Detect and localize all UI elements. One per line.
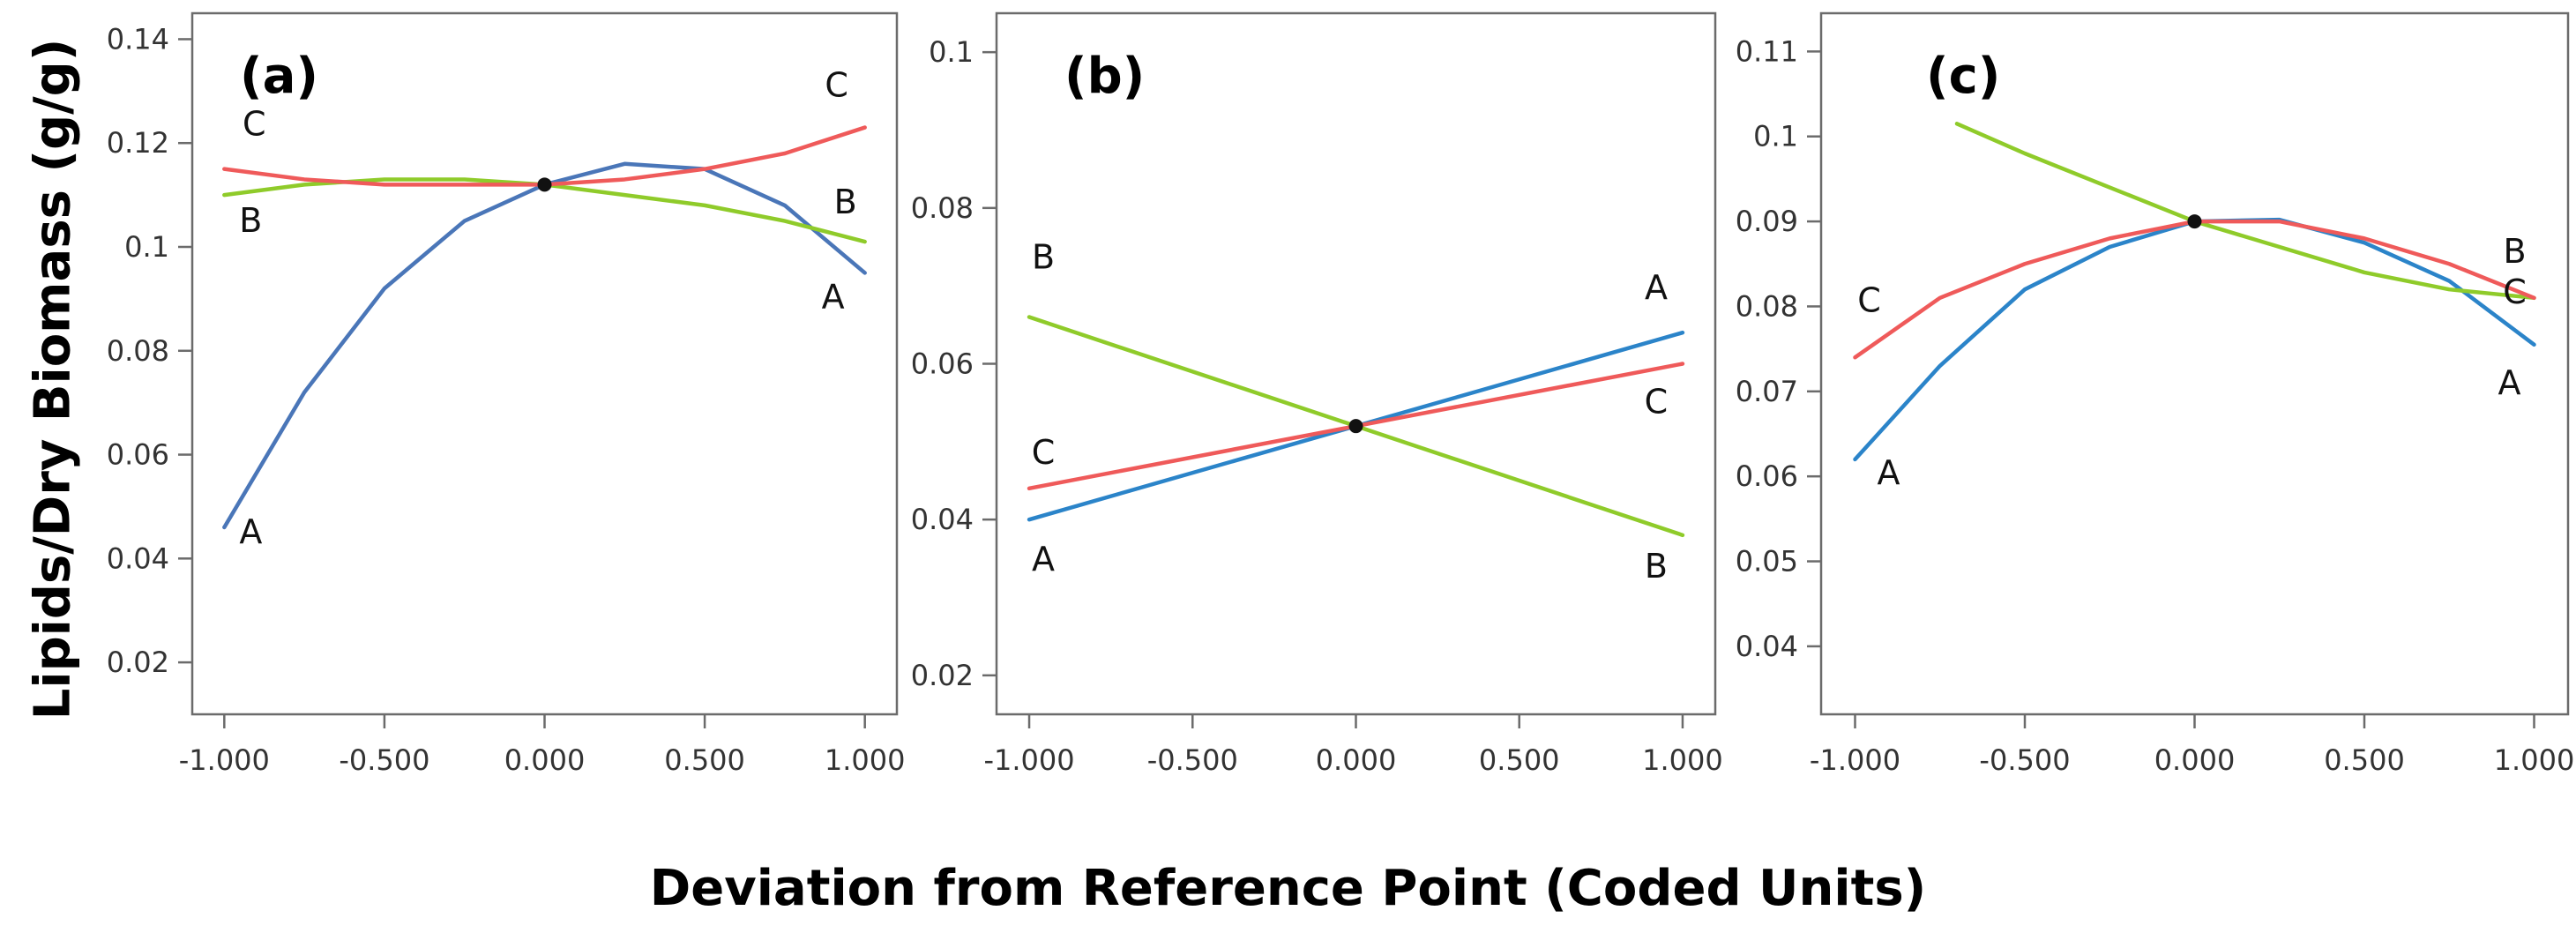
- y-tick-label: 0.08: [1736, 289, 1798, 323]
- series-label-A-start: A: [1032, 540, 1055, 578]
- y-axis-label: Lipids/Dry Biomass (g/g): [24, 38, 82, 720]
- series-label-B-end: B: [834, 183, 857, 221]
- y-tick-label: 0.04: [107, 541, 169, 575]
- series-label-B-end: B: [1645, 547, 1668, 586]
- y-tick-label: 0.11: [1736, 34, 1798, 68]
- x-tick-label: -0.500: [339, 743, 429, 777]
- y-tick-label: 0.06: [1736, 459, 1798, 493]
- y-tick-label: 0.04: [911, 503, 974, 536]
- x-tick-label: 1.000: [1642, 743, 1723, 777]
- y-tick-label: 0.05: [1736, 545, 1798, 578]
- series-line-B: [1954, 122, 2536, 301]
- x-tick-label: -0.500: [1979, 743, 2070, 777]
- series-line-C: [222, 125, 867, 187]
- x-tick-label: 1.000: [2494, 743, 2575, 777]
- panel-label: (a): [240, 48, 318, 105]
- x-tick-label: -1.000: [983, 743, 1074, 777]
- series-label-A-end: A: [822, 277, 845, 316]
- x-tick-label: 0.000: [1316, 743, 1397, 777]
- series-label-A-end: A: [1645, 268, 1668, 307]
- y-tick-label: 0.02: [911, 659, 974, 692]
- series-label-A-start: A: [1878, 453, 1900, 492]
- x-tick-label: -1.000: [1810, 743, 1900, 777]
- panel-label: (c): [1926, 48, 2000, 105]
- y-tick-label: 0.04: [1736, 630, 1798, 663]
- y-tick-label: 0.08: [911, 191, 974, 225]
- y-tick-label: 0.12: [107, 126, 169, 160]
- x-tick-label: 0.500: [664, 743, 745, 777]
- panel-label: (b): [1064, 48, 1145, 105]
- series-label-B-end: B: [2503, 232, 2526, 271]
- y-tick-label: 0.1: [929, 35, 974, 69]
- x-tick-label: -1.000: [179, 743, 270, 777]
- reference-point-marker: [537, 177, 552, 192]
- y-tick-label: 0.1: [1753, 120, 1798, 153]
- x-tick-label: 0.500: [2324, 743, 2405, 777]
- series-label-C-start: C: [243, 105, 266, 144]
- y-tick-label: 0.07: [1736, 375, 1798, 408]
- x-tick-label: 1.000: [825, 743, 906, 777]
- x-tick-label: 0.500: [1479, 743, 1560, 777]
- series-label-B-start: B: [239, 201, 262, 240]
- x-axis-label: Deviation from Reference Point (Coded Un…: [649, 860, 1927, 917]
- y-tick-label: 0.08: [107, 334, 169, 368]
- plot-frame: [1819, 11, 2570, 716]
- y-axis-label-container: Lipids/Dry Biomass (g/g): [0, 0, 106, 758]
- x-tick-label: 0.000: [2154, 743, 2236, 777]
- series-label-A-end: A: [2498, 363, 2521, 402]
- series-label-C-start: C: [1032, 433, 1056, 472]
- chart-panel-3: 0.04 0.05 0.06 0.07 0.08 0.09 0.1 0.11 -1.000 -0.…: [1736, 11, 2575, 777]
- plot-frame: [995, 11, 1717, 716]
- y-tick-label: 0.06: [107, 438, 169, 472]
- reference-point-marker: [1348, 419, 1363, 434]
- series-line-C: [1853, 219, 2536, 360]
- chart-panel-1: 0.02 0.04 0.06 0.08 0.1 0.12 0.14 -1.000 -0.500 0…: [107, 11, 906, 777]
- series-label-B-start: B: [1032, 238, 1055, 277]
- series-label-A-start: A: [239, 512, 262, 551]
- y-tick-label: 0.06: [911, 347, 974, 381]
- reference-point-marker: [2187, 214, 2202, 229]
- y-tick-label: 0.02: [107, 646, 169, 679]
- y-tick-label: 0.1: [124, 230, 169, 264]
- x-tick-label: -0.500: [1147, 743, 1238, 777]
- x-tick-label: 0.000: [504, 743, 586, 777]
- series-label-C-end: C: [1645, 383, 1669, 422]
- series-label-C-end: C: [825, 66, 848, 105]
- series-label-C-start: C: [1857, 280, 1881, 319]
- y-tick-label: 0.14: [107, 22, 169, 56]
- series-label-C-end: C: [2503, 272, 2527, 311]
- chart-panel-2: 0.02 0.04 0.06 0.08 0.1 -1.000 -0.500 0.000 0.50…: [911, 11, 1723, 777]
- series-line-A: [1853, 217, 2536, 462]
- y-tick-label: 0.09: [1736, 205, 1798, 238]
- plot-frame: [190, 11, 899, 716]
